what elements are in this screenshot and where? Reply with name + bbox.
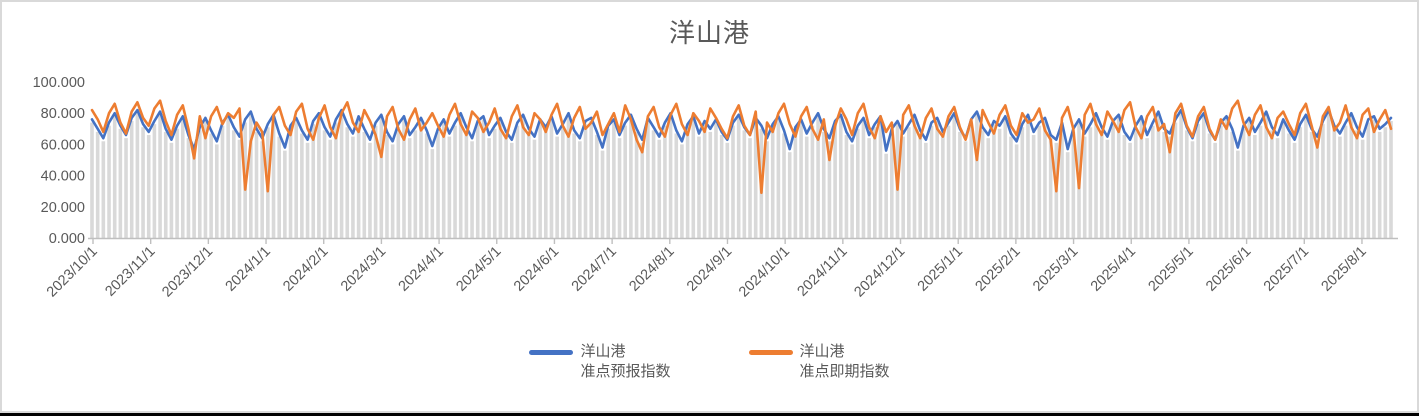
x-tick-label: 2024/10/1 [736, 244, 793, 301]
chart-legend: 洋山港 准点预报指数 洋山港 准点即期指数 [2, 342, 1417, 382]
x-axis-ticks [92, 238, 1363, 244]
x-tick-label: 2024/6/1 [511, 244, 562, 295]
y-axis-labels: 0.000 20.000 40.000 60.000 80.000 100.000 [33, 75, 85, 247]
y-tick-label: 60.000 [41, 137, 85, 153]
x-tick-label: 2024/9/1 [684, 244, 735, 295]
x-tick-label: 2024/11/1 [794, 244, 850, 300]
x-tick-label: 2025/3/1 [1030, 244, 1081, 295]
legend-item-forecast[interactable]: 洋山港 准点预报指数 [529, 342, 671, 382]
x-tick-label: 2024/5/1 [453, 244, 504, 295]
x-tick-label: 2023/11/1 [102, 244, 158, 300]
x-tick-label: 2025/5/1 [1146, 244, 1197, 295]
legend-swatch-spot-line [748, 350, 793, 355]
x-tick-label: 2024/12/1 [851, 244, 908, 301]
x-tick-label: 2024/7/1 [569, 244, 620, 295]
y-tick-label: 80.000 [41, 106, 85, 122]
chart-title: 洋山港 [668, 18, 750, 48]
x-tick-label: 2025/1/1 [915, 244, 966, 295]
x-tick-label: 2025/8/1 [1319, 244, 1370, 295]
x-tick-label: 2025/2/1 [972, 244, 1023, 295]
y-tick-label: 100.000 [33, 75, 85, 91]
x-axis-labels: 2023/10/1 2023/11/1 2023/12/1 2024/1/1 2024/… [44, 244, 1370, 301]
y-tick-label: 0.000 [49, 231, 85, 247]
x-tick-label: 2025/4/1 [1088, 244, 1139, 295]
x-tick-label: 2025/6/1 [1203, 244, 1254, 295]
y-tick-label: 20.000 [41, 200, 85, 216]
x-tick-label: 2024/3/1 [338, 244, 389, 295]
x-tick-label: 2024/4/1 [396, 244, 447, 295]
legend-item-spot[interactable]: 洋山港 准点即期指数 [748, 342, 890, 382]
x-tick-label: 2024/1/1 [223, 244, 274, 295]
x-tick-label: 2025/7/1 [1261, 244, 1312, 295]
series-line-spot[interactable] [90, 99, 1393, 195]
y-tick-label: 40.000 [41, 169, 85, 185]
x-tick-label: 2024/2/1 [280, 244, 331, 295]
x-tick-label: 2023/10/1 [44, 244, 101, 301]
background-bars [90, 113, 1393, 238]
legend-label-forecast: 洋山港 准点预报指数 [580, 343, 671, 380]
legend-swatch-forecast-line [529, 350, 574, 355]
x-tick-label: 2024/8/1 [626, 244, 677, 295]
x-tick-label: 2023/12/1 [159, 244, 216, 301]
legend-label-spot: 洋山港 准点即期指数 [799, 343, 890, 380]
